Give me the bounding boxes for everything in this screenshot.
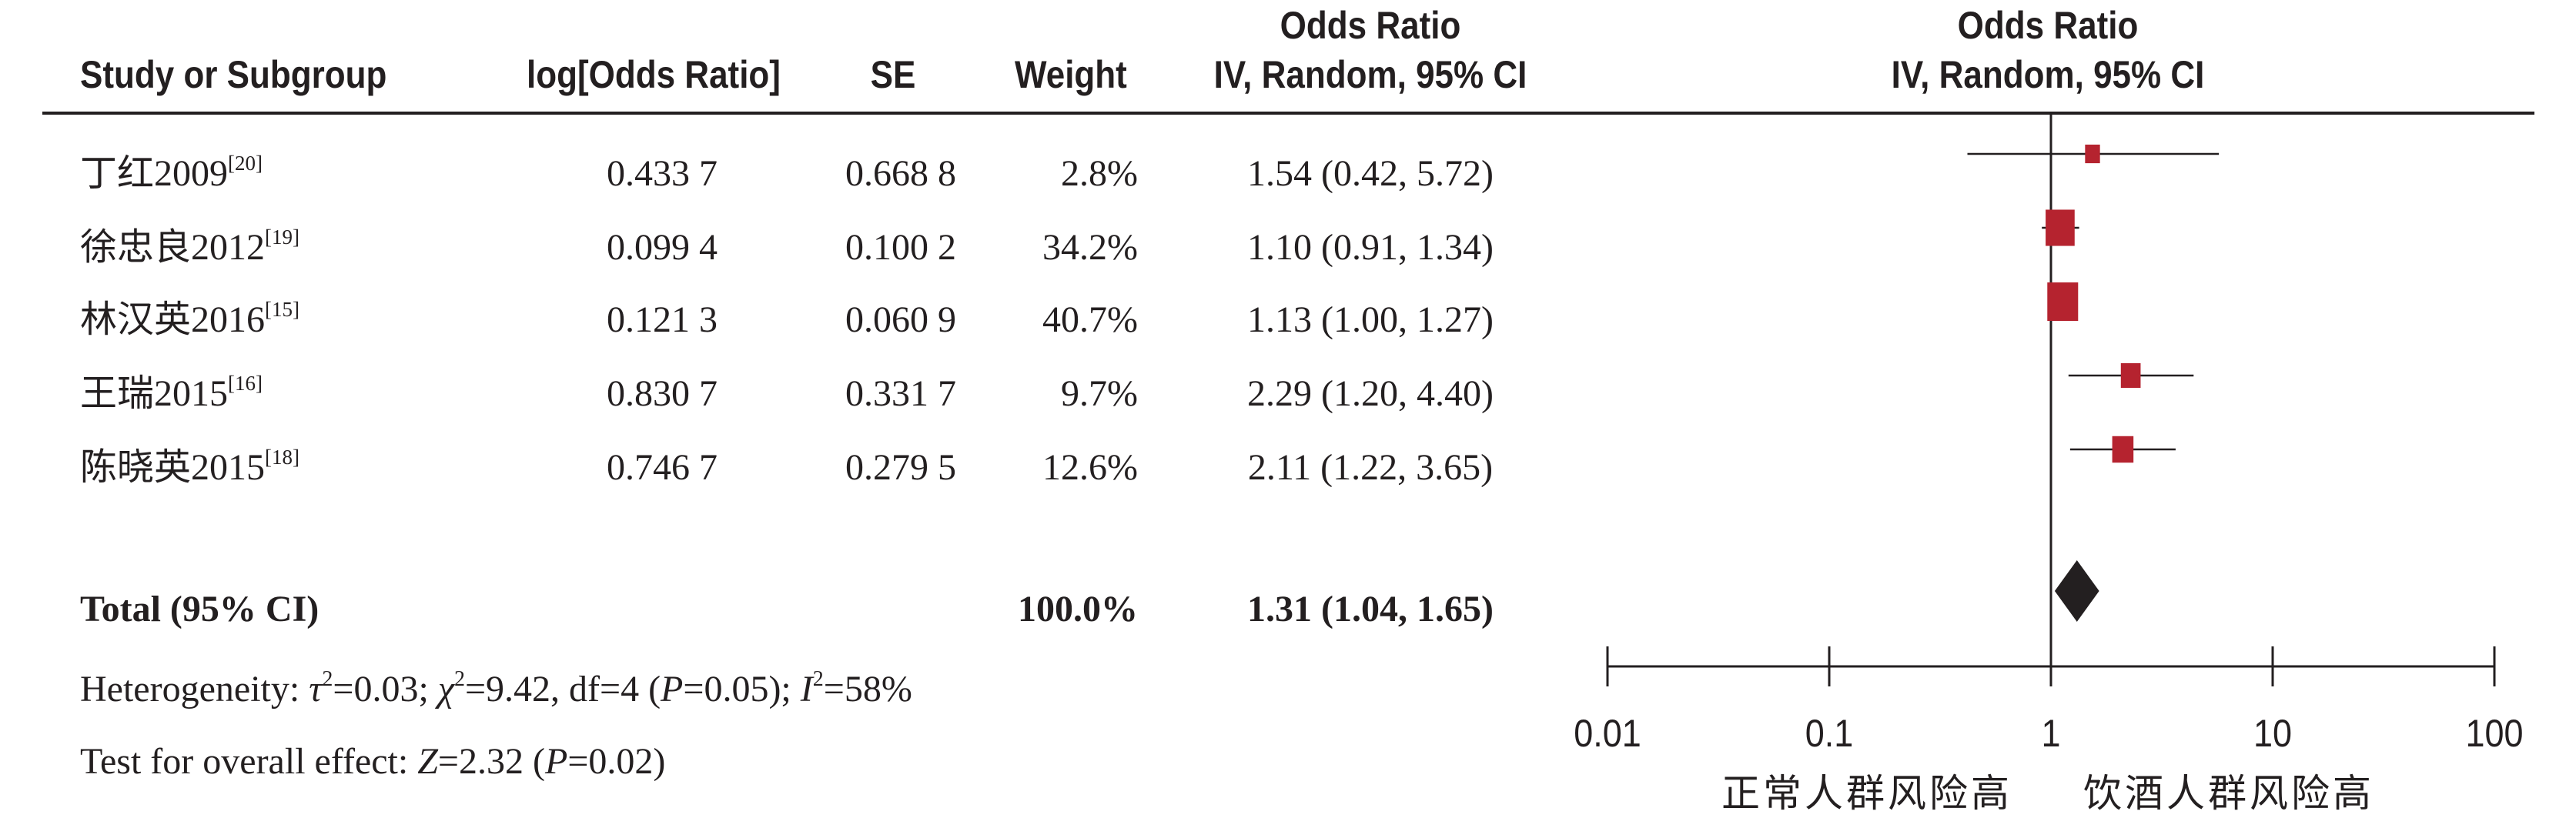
study-log-or: 0.830 7 — [607, 373, 718, 414]
study-se: 0.331 7 — [845, 373, 956, 414]
study-weight: 40.7% — [1042, 299, 1138, 340]
study-log-or: 0.433 7 — [607, 153, 718, 194]
favours-right-label: 饮酒人群风险高 — [2083, 771, 2374, 816]
study-log-or: 0.746 7 — [607, 447, 718, 488]
study-or-ci: 2.11 (1.22, 3.65) — [1247, 447, 1494, 488]
total-label: Total (95% CI) — [80, 589, 319, 629]
header-or-method: IV, Random, 95% CI — [1213, 53, 1527, 96]
heterogeneity-text: Heterogeneity: τ2=0.03; χ2=9.42, df=4 (P… — [80, 667, 912, 709]
study-name: 丁红2009[20] — [80, 152, 263, 194]
study-se: 0.279 5 — [845, 447, 956, 488]
favours-left-label: 正常人群风险高 — [1721, 771, 2012, 816]
study-weight: 9.7% — [1061, 373, 1138, 414]
overall-effect-text: Test for overall effect: Z=2.32 (P=0.02) — [80, 741, 666, 782]
axis-tick-label: 1 — [2041, 712, 2061, 755]
study-effect-marker — [2112, 436, 2134, 463]
header-log-odds-ratio: log[Odds Ratio] — [527, 53, 781, 96]
study-effect-marker — [2047, 282, 2079, 321]
summary-diamond — [2054, 560, 2099, 622]
study-effect-marker — [2120, 362, 2141, 389]
study-se: 0.060 9 — [845, 299, 956, 340]
axis-tick-label: 0.1 — [1805, 712, 1854, 755]
header-or-title: Odds Ratio — [1280, 4, 1461, 47]
axis-tick-label: 10 — [2253, 712, 2293, 755]
plot-header-method: IV, Random, 95% CI — [1891, 53, 2205, 96]
study-name: 林汉英2016[15] — [80, 298, 299, 340]
study-name: 王瑞2015[16] — [80, 372, 263, 414]
axis-tick-label: 100 — [2465, 712, 2524, 755]
header-study: Study or Subgroup — [80, 53, 387, 96]
study-se: 0.100 2 — [845, 227, 956, 268]
header-weight: Weight — [1015, 53, 1127, 96]
total-or-ci: 1.31 (1.04, 1.65) — [1247, 589, 1494, 629]
study-weight: 34.2% — [1042, 227, 1138, 268]
study-name: 陈晓英2015[18] — [80, 446, 299, 488]
study-weight: 12.6% — [1042, 447, 1138, 488]
study-log-or: 0.121 3 — [607, 299, 718, 340]
study-or-ci: 1.10 (0.91, 1.34) — [1247, 227, 1494, 268]
plot-header-title: Odds Ratio — [1957, 4, 2139, 47]
axis-tick-label: 0.01 — [1574, 712, 1641, 755]
study-effect-marker — [2046, 209, 2075, 246]
total-weight: 100.0% — [1018, 589, 1138, 629]
study-or-ci: 1.54 (0.42, 5.72) — [1247, 153, 1494, 194]
header-se: SE — [870, 53, 916, 96]
study-or-ci: 1.13 (1.00, 1.27) — [1247, 299, 1494, 340]
study-effect-marker — [2085, 144, 2100, 164]
study-se: 0.668 8 — [845, 153, 956, 194]
study-log-or: 0.099 4 — [607, 227, 718, 268]
study-name: 徐忠良2012[19] — [80, 225, 299, 268]
study-or-ci: 2.29 (1.20, 4.40) — [1247, 373, 1494, 414]
study-weight: 2.8% — [1061, 153, 1138, 194]
